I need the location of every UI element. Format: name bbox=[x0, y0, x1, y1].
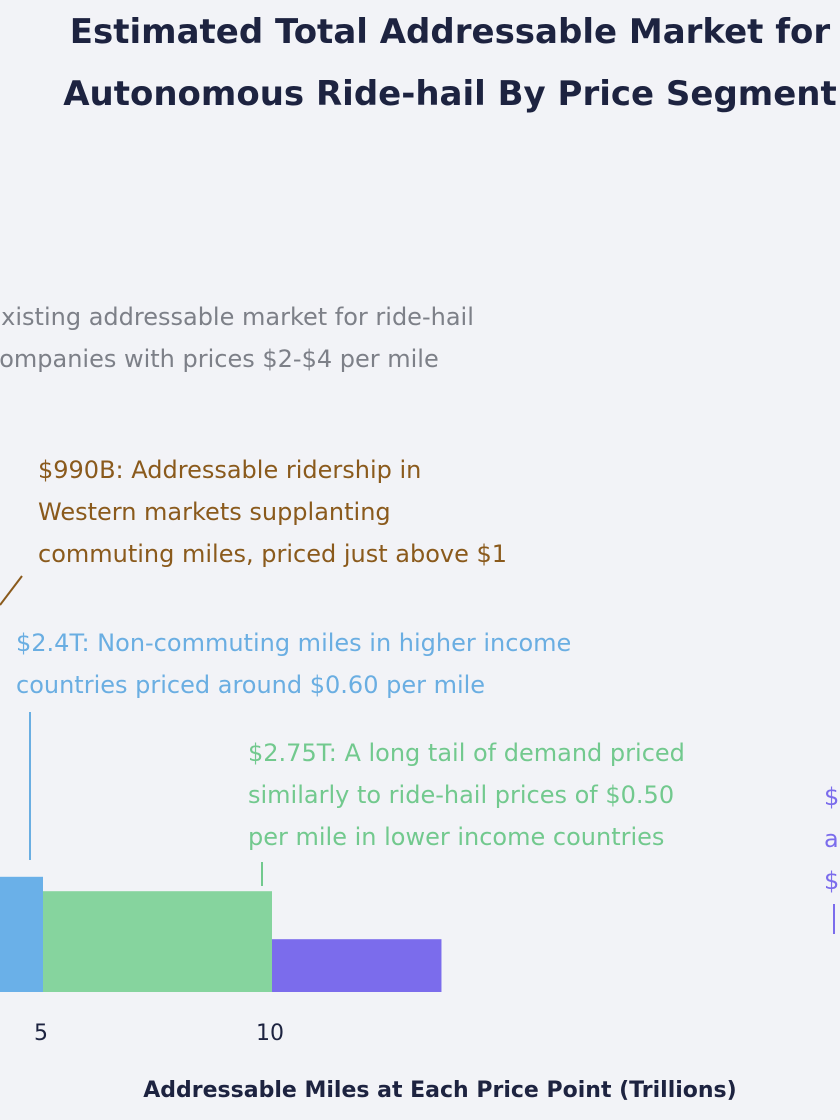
bar-segment bbox=[0, 876, 43, 992]
annotation-line: $ bbox=[824, 783, 840, 811]
chart-title-line-2: Autonomous Ride-hail By Price Segment bbox=[63, 74, 837, 114]
annotation-existing-market: Existing addressable market for ride-hai… bbox=[0, 296, 474, 380]
annotation-line: $990B: Addressable ridership in bbox=[38, 456, 422, 484]
annotation-line: $2.75T: A long tail of demand priced bbox=[248, 739, 685, 767]
annotation-line: Western markets supplanting bbox=[38, 498, 391, 526]
bar-segment bbox=[43, 891, 272, 992]
chart-title-line-1: Estimated Total Addressable Market for bbox=[69, 12, 831, 52]
annotation-line: $ bbox=[824, 867, 840, 895]
annotation-2-4t: $2.4T: Non-commuting miles in higher inc… bbox=[16, 622, 571, 706]
annotation-2-75t: $2.75T: A long tail of demand priced sim… bbox=[248, 732, 685, 858]
annotation-line: similarly to ride-hail prices of $0.50 bbox=[248, 781, 675, 809]
annotation-leader-line bbox=[0, 575, 23, 606]
x-axis-label: Addressable Miles at Each Price Point (T… bbox=[143, 1078, 737, 1103]
x-tick-label: 5 bbox=[34, 1021, 48, 1046]
annotation-990b: $990B: Addressable ridership in Western … bbox=[38, 449, 507, 575]
annotation-line: companies with prices $2-$4 per mile bbox=[0, 345, 439, 373]
annotation-line: $2.4T: Non-commuting miles in higher inc… bbox=[16, 629, 572, 657]
annotation-line: Existing addressable market for ride-hai… bbox=[0, 303, 474, 331]
annotation-line: per mile in lower income countries bbox=[248, 823, 665, 851]
annotation-line: commuting miles, priced just above $1 bbox=[38, 540, 508, 568]
annotation-line: a bbox=[824, 825, 839, 853]
x-tick-label: 10 bbox=[256, 1021, 284, 1046]
bar-segment bbox=[272, 939, 442, 992]
annotation-purple-cut: $ a $ bbox=[824, 776, 839, 902]
annotation-line: countries priced around $0.60 per mile bbox=[16, 671, 486, 699]
